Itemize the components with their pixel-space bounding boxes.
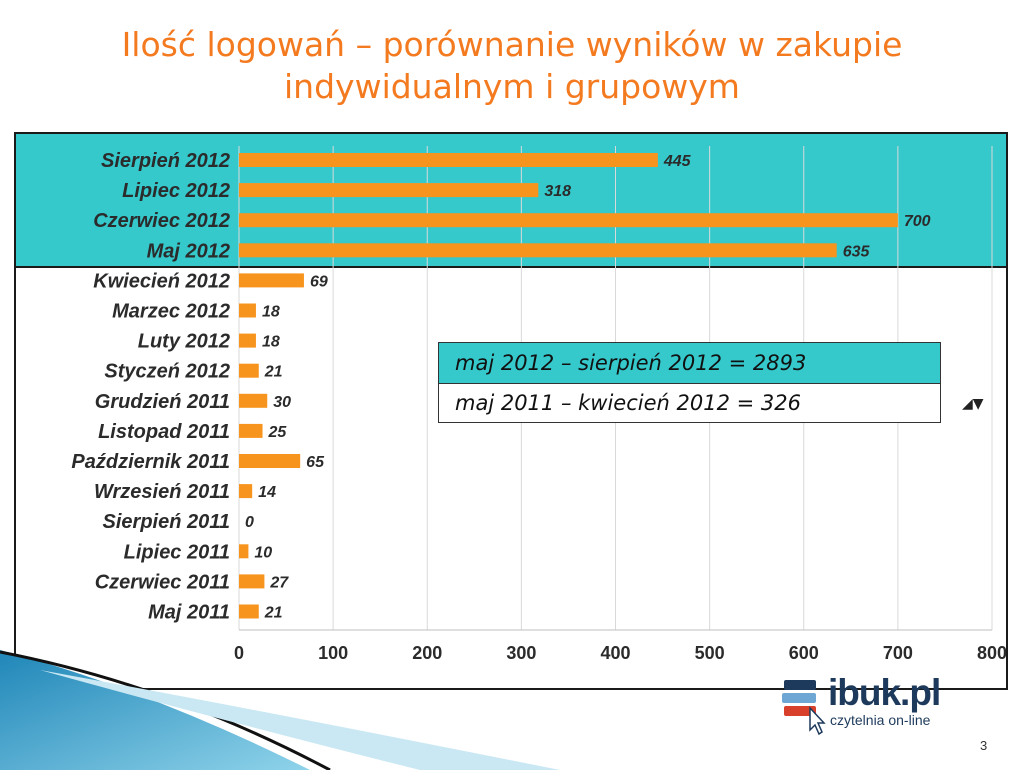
bar-14 <box>239 574 265 589</box>
logo-name: ibuk.pl <box>828 672 941 713</box>
x-tick-label: 300 <box>506 643 536 663</box>
category-label: Sierpień 2011 <box>103 511 230 533</box>
bar-15 <box>239 604 259 619</box>
chart-frame: Sierpień 2012 445 Lipiec 2012 318 Czerwiec 2… <box>14 132 1008 690</box>
data-label: 18 <box>262 334 280 351</box>
x-tick-label: 700 <box>883 643 913 663</box>
decorative-swoosh <box>0 650 560 770</box>
bar-0 <box>239 153 658 167</box>
x-tick-label: 400 <box>600 643 630 663</box>
category-label: Maj 2012 <box>147 240 230 262</box>
bar-13 <box>239 544 249 559</box>
category-label: Wrzesień 2011 <box>94 481 230 503</box>
data-label: 445 <box>663 153 692 170</box>
category-label: Czerwiec 2012 <box>93 210 230 232</box>
category-label: Październik 2011 <box>71 451 230 473</box>
data-label: 27 <box>269 574 289 591</box>
data-label: 21 <box>264 605 283 622</box>
bar-9 <box>239 423 263 438</box>
category-label: Lipiec 2012 <box>122 180 230 202</box>
x-tick-label: 200 <box>412 643 442 663</box>
ibuk-logo: ibuk.pl czytelnia on-line <box>780 672 980 736</box>
category-label: Sierpień 2012 <box>101 150 230 172</box>
summary-previous-text: maj 2011 – kwiecień 2012 = 326 <box>438 383 941 423</box>
page-number: 3 <box>980 738 988 753</box>
x-tick-label: 500 <box>695 643 725 663</box>
bar-1 <box>239 183 539 198</box>
x-tick-label: 600 <box>789 643 819 663</box>
data-label: 69 <box>310 273 328 290</box>
bar-8 <box>239 393 268 408</box>
data-label: 18 <box>262 304 280 321</box>
category-label: Grudzień 2011 <box>95 391 230 413</box>
category-label: Styczeń 2012 <box>104 361 230 383</box>
data-label: 318 <box>544 183 571 200</box>
x-tick-label: 100 <box>318 643 348 663</box>
data-label: 25 <box>268 424 288 441</box>
category-label: Maj 2011 <box>148 602 230 624</box>
bar-4 <box>239 273 304 288</box>
data-label: 14 <box>258 484 276 501</box>
x-tick-label: 800 <box>977 643 1006 663</box>
summary-row-recent: maj 2012 – sierpień 2012 = 2893 <box>438 342 941 384</box>
bar-10 <box>239 454 301 468</box>
x-tick-label: 0 <box>234 643 244 663</box>
bar-11 <box>239 484 253 499</box>
bar-2 <box>239 213 898 228</box>
data-label: 30 <box>273 394 291 411</box>
category-label: Czerwiec 2011 <box>95 571 230 593</box>
book-stack-icon <box>782 680 826 736</box>
logo-tagline: czytelnia on-line <box>830 712 931 728</box>
bar-6 <box>239 333 256 348</box>
category-label: Kwiecień 2012 <box>93 270 230 292</box>
data-label: 21 <box>264 364 283 381</box>
bar-3 <box>239 243 837 258</box>
summary-row-previous: maj 2011 – kwiecień 2012 = 326 <box>438 383 941 423</box>
logins-bar-chart: Sierpień 2012 445 Lipiec 2012 318 Czerwiec 2… <box>71 146 1006 663</box>
category-label: Listopad 2011 <box>98 421 230 443</box>
category-label: Lipiec 2011 <box>124 541 230 563</box>
data-label: 10 <box>254 544 272 561</box>
category-label: Marzec 2012 <box>112 301 230 323</box>
category-label: Luty 2012 <box>138 331 230 353</box>
data-label: 700 <box>904 213 931 230</box>
summary-table: maj 2012 – sierpień 2012 = 2893 maj 2011… <box>438 342 941 423</box>
data-label: 635 <box>843 243 871 260</box>
data-label: 65 <box>306 454 325 471</box>
slide-title: Ilość logowań – porównanie wyników w zak… <box>121 25 903 106</box>
cursor-icon: ◢▼ <box>962 396 984 412</box>
bar-7 <box>239 363 259 378</box>
bar-5 <box>239 303 256 318</box>
data-label: 0 <box>245 514 254 531</box>
summary-recent-text: maj 2012 – sierpień 2012 = 2893 <box>438 342 941 384</box>
